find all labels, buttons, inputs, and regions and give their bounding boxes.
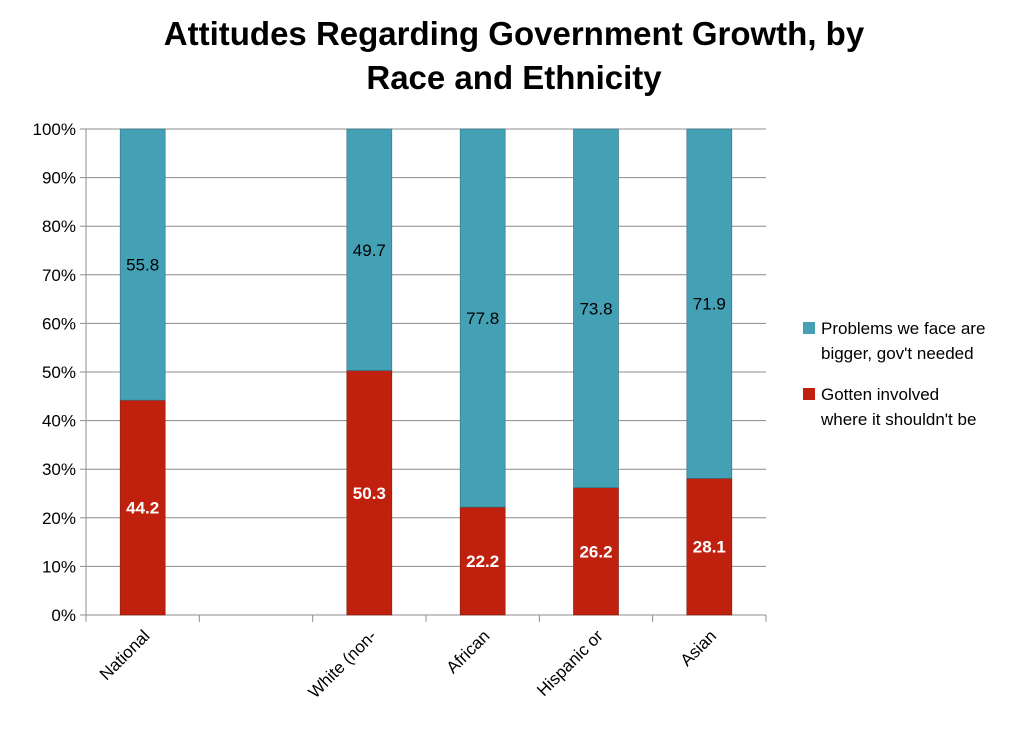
legend-label-involved-line1: Gotten involved bbox=[821, 385, 940, 404]
x-category-label: White (non- bbox=[305, 626, 381, 702]
y-tick-label: 50% bbox=[42, 363, 76, 382]
chart-title: Attitudes Regarding Government Growth, b… bbox=[0, 12, 1028, 100]
bar-segment-needed bbox=[459, 128, 506, 508]
y-tick-label: 60% bbox=[42, 314, 76, 333]
data-label-needed: 77.8 bbox=[466, 309, 499, 328]
x-category-label: Hispanic or bbox=[533, 626, 607, 700]
bar-segment-involved bbox=[119, 399, 166, 616]
y-tick-label: 90% bbox=[42, 169, 76, 188]
legend-label-needed-line2: bigger, gov't needed bbox=[821, 344, 974, 363]
chart-title-line2: Race and Ethnicity bbox=[366, 59, 662, 96]
y-tick-label: 100% bbox=[33, 120, 76, 139]
data-label-needed: 73.8 bbox=[579, 299, 612, 318]
bar-segment-needed bbox=[119, 128, 166, 401]
chart-title-line1: Attitudes Regarding Government Growth, b… bbox=[163, 15, 865, 52]
y-tick-label: 40% bbox=[42, 412, 76, 431]
data-label-involved: 28.1 bbox=[693, 538, 726, 557]
chart-legend: Problems we face are bigger, gov't neede… bbox=[803, 316, 1028, 448]
data-label-needed: 49.7 bbox=[353, 241, 386, 260]
bar-segment-needed bbox=[686, 128, 733, 479]
bar-segment-needed bbox=[573, 128, 619, 488]
y-tick-label: 30% bbox=[42, 460, 76, 479]
bar-segment-needed bbox=[346, 128, 393, 371]
legend-label-needed: Problems we face are bigger, gov't neede… bbox=[821, 316, 1021, 366]
legend-item-involved: Gotten involved where it shouldn't be bbox=[803, 382, 1028, 432]
bar-segment-involved bbox=[459, 506, 506, 616]
data-label-needed: 71.9 bbox=[693, 295, 726, 314]
legend-item-needed: Problems we face are bigger, gov't neede… bbox=[803, 316, 1028, 366]
legend-swatch-involved bbox=[803, 388, 815, 400]
legend-swatch-needed bbox=[803, 322, 815, 334]
legend-label-involved-line2: where it shouldn't be bbox=[821, 410, 977, 429]
legend-label-needed-line1: Problems we face are bbox=[821, 319, 986, 338]
y-tick-label: 10% bbox=[42, 557, 76, 576]
data-label-involved: 22.2 bbox=[466, 552, 499, 571]
bar-segment-involved bbox=[346, 370, 393, 616]
x-category-label: National bbox=[96, 626, 154, 684]
y-tick-label: 20% bbox=[42, 509, 76, 528]
data-label-needed: 55.8 bbox=[126, 256, 159, 275]
y-tick-label: 0% bbox=[51, 606, 76, 625]
data-label-involved: 44.2 bbox=[126, 499, 159, 518]
data-label-involved: 50.3 bbox=[353, 484, 386, 503]
data-label-involved: 26.2 bbox=[579, 542, 612, 561]
legend-label-involved: Gotten involved where it shouldn't be bbox=[821, 382, 1021, 432]
x-category-label: Asian bbox=[677, 626, 721, 670]
y-tick-label: 70% bbox=[42, 266, 76, 285]
x-category-label: African bbox=[443, 626, 494, 677]
bar-segment-involved bbox=[686, 478, 733, 616]
y-tick-label: 80% bbox=[42, 217, 76, 236]
